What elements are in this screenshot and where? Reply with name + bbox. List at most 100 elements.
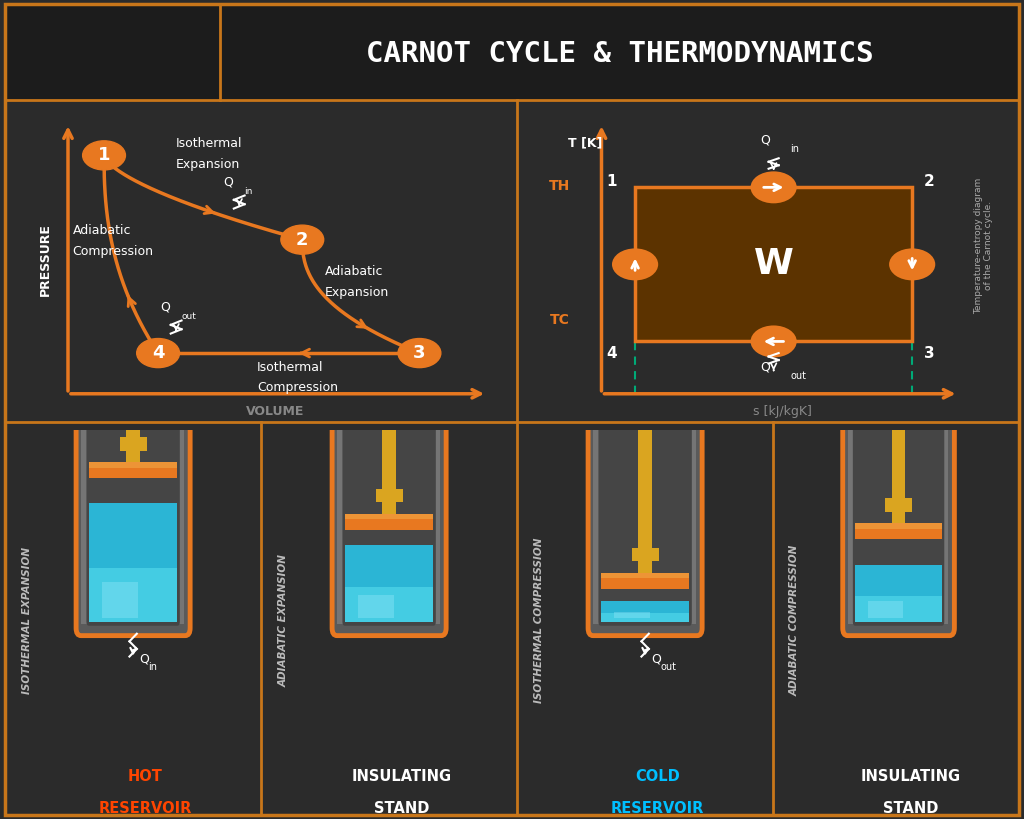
Text: HOT: HOT	[128, 769, 163, 784]
Ellipse shape	[398, 338, 440, 368]
Text: Q: Q	[651, 652, 662, 665]
Bar	[376, 489, 402, 502]
Bar	[855, 564, 942, 622]
Circle shape	[632, 351, 658, 393]
Text: Expansion: Expansion	[325, 286, 389, 298]
Text: 3: 3	[924, 346, 934, 360]
Text: in: in	[791, 144, 800, 155]
Bar	[433, 406, 439, 624]
Text: W: W	[754, 247, 794, 282]
Text: S: S	[40, 42, 54, 61]
Bar	[345, 514, 433, 519]
Bar	[689, 406, 695, 624]
Circle shape	[751, 171, 797, 203]
Text: 1: 1	[607, 174, 617, 189]
Bar	[855, 596, 942, 622]
Text: in: in	[245, 187, 253, 196]
Circle shape	[120, 351, 146, 393]
Text: s [kJ/kgK]: s [kJ/kgK]	[753, 405, 811, 419]
Text: Isothermal: Isothermal	[176, 138, 243, 150]
Bar	[942, 406, 948, 624]
Text: STAND: STAND	[883, 802, 938, 817]
Bar	[886, 498, 911, 512]
Bar	[102, 582, 137, 618]
Ellipse shape	[83, 141, 126, 170]
Bar	[126, 450, 140, 462]
Text: engineering: engineering	[108, 63, 175, 74]
Text: out: out	[791, 371, 807, 381]
Text: TH: TH	[549, 179, 570, 193]
Bar	[601, 613, 689, 622]
Text: 4: 4	[606, 346, 617, 360]
Text: VOLUME: VOLUME	[246, 405, 304, 419]
FancyBboxPatch shape	[332, 399, 446, 636]
Circle shape	[612, 248, 658, 280]
Text: Isothermal: Isothermal	[257, 361, 324, 374]
Bar	[81, 406, 87, 624]
Text: STRESSMAN: STRESSMAN	[117, 30, 240, 48]
Text: 2: 2	[296, 231, 308, 249]
Text: RESERVOIR: RESERVOIR	[98, 802, 193, 817]
Text: TC: TC	[550, 313, 569, 327]
Text: ADIABATIC EXPANSION: ADIABATIC EXPANSION	[279, 554, 289, 687]
Text: Temperature-entropy diagram
of the Carnot cycle.: Temperature-entropy diagram of the Carno…	[974, 178, 993, 314]
Bar	[635, 188, 912, 342]
Text: out: out	[660, 662, 677, 672]
FancyBboxPatch shape	[588, 399, 702, 636]
Bar	[382, 409, 396, 489]
Text: out: out	[181, 312, 197, 321]
Bar	[593, 406, 599, 624]
Bar	[601, 572, 689, 578]
Text: ISOTHERMAL EXPANSION: ISOTHERMAL EXPANSION	[23, 547, 33, 694]
FancyBboxPatch shape	[76, 399, 190, 636]
Text: Q: Q	[760, 133, 770, 147]
Bar	[89, 568, 177, 622]
Text: ISOTHERMAL COMPRESSION: ISOTHERMAL COMPRESSION	[535, 538, 545, 703]
FancyBboxPatch shape	[853, 412, 944, 626]
Text: ADIABATIC COMPRESSION: ADIABATIC COMPRESSION	[791, 545, 800, 696]
Bar	[337, 406, 343, 624]
Bar	[177, 406, 183, 624]
Text: STAND: STAND	[374, 802, 429, 817]
Text: Q: Q	[160, 301, 170, 314]
Circle shape	[886, 351, 911, 393]
Text: INSULATING: INSULATING	[351, 769, 452, 784]
FancyBboxPatch shape	[86, 412, 180, 626]
Text: Adiabatic: Adiabatic	[325, 265, 383, 278]
Ellipse shape	[137, 338, 179, 368]
Bar	[638, 409, 652, 548]
Text: in: in	[148, 662, 158, 672]
Text: INSULATING: INSULATING	[860, 769, 961, 784]
Bar	[382, 502, 396, 514]
Text: RESERVOIR: RESERVOIR	[610, 802, 705, 817]
Bar	[358, 595, 393, 618]
Bar	[855, 523, 942, 539]
Bar	[855, 523, 942, 528]
Circle shape	[376, 351, 402, 393]
Text: 2: 2	[924, 174, 934, 189]
Circle shape	[0, 27, 104, 75]
Circle shape	[751, 325, 797, 357]
Bar	[89, 462, 177, 478]
Bar	[120, 437, 146, 450]
Text: COLD: COLD	[635, 769, 680, 784]
Text: 1: 1	[97, 147, 111, 165]
Bar	[632, 548, 658, 561]
Bar	[638, 561, 652, 572]
Bar	[601, 572, 689, 589]
Bar	[89, 503, 177, 622]
Ellipse shape	[281, 225, 324, 254]
FancyBboxPatch shape	[598, 412, 692, 626]
Text: Q: Q	[223, 176, 232, 189]
Bar	[892, 409, 905, 498]
Text: PRESSURE: PRESSURE	[39, 224, 52, 296]
Text: ®: ®	[198, 30, 208, 41]
FancyBboxPatch shape	[843, 399, 954, 636]
Text: Compression: Compression	[257, 382, 338, 395]
FancyBboxPatch shape	[342, 412, 436, 626]
Bar	[345, 514, 433, 530]
Circle shape	[889, 248, 935, 280]
Text: Q: Q	[139, 652, 150, 665]
Text: 4: 4	[152, 344, 165, 362]
Text: Adiabatic: Adiabatic	[73, 224, 131, 238]
